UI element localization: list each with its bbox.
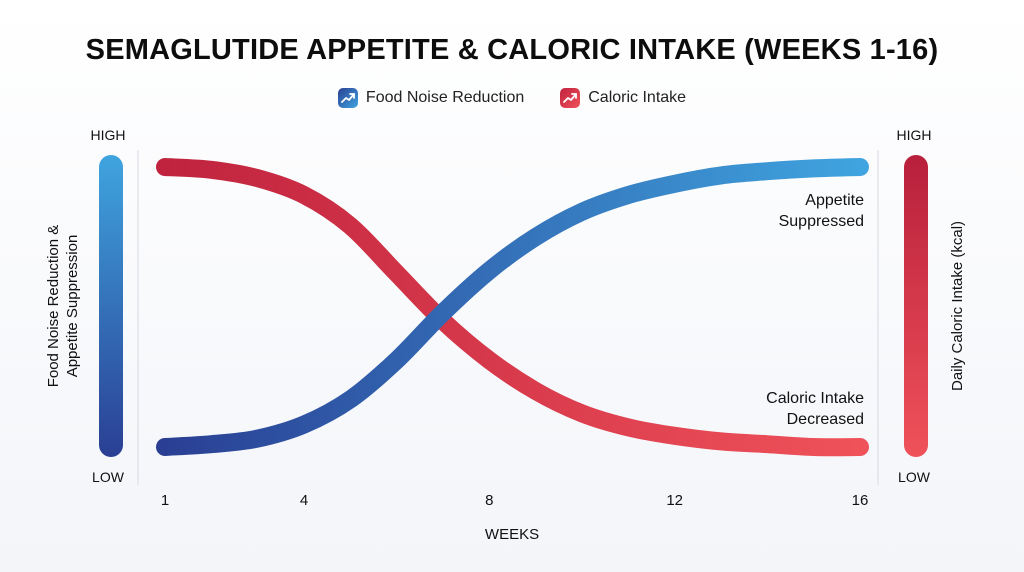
- annotation-caloric-line-1: Caloric Intake: [766, 390, 864, 407]
- annotation-appetite-line-1: Appetite: [805, 192, 864, 209]
- left-scale-bar: [99, 155, 123, 457]
- x-tick-label: 8: [485, 492, 493, 509]
- x-tick-label: 1: [161, 492, 169, 509]
- legend-label-caloric-intake: Caloric Intake: [588, 89, 687, 106]
- x-tick-labels: 1 4 8 12 16: [161, 492, 869, 509]
- right-high-label: HIGH: [897, 127, 932, 143]
- right-low-label: LOW: [898, 469, 931, 485]
- right-ylabel: Daily Caloric Intake (kcal): [949, 221, 966, 391]
- legend-item-food-noise: Food Noise Reduction: [337, 88, 525, 108]
- left-ylabel-line-2: Appetite Suppression: [64, 235, 81, 378]
- left-low-label: LOW: [92, 469, 125, 485]
- left-ylabel-line-1: Food Noise Reduction &: [45, 225, 62, 388]
- trend-up-icon: [560, 88, 581, 108]
- legend: Food Noise Reduction Caloric Intake: [0, 88, 1024, 108]
- annotation-appetite-line-2: Suppressed: [779, 213, 864, 230]
- legend-item-caloric-intake: Caloric Intake: [560, 88, 686, 108]
- x-axis-label: WEEKS: [485, 526, 539, 543]
- left-high-label: HIGH: [91, 127, 126, 143]
- legend-label-food-noise: Food Noise Reduction: [365, 89, 525, 106]
- series-line-caloric-intake: [156, 158, 869, 457]
- annotation-caloric-line-2: Decreased: [787, 411, 864, 428]
- x-tick-label: 16: [852, 492, 869, 509]
- series-line-food-noise: [156, 158, 869, 456]
- trend-up-icon: [337, 88, 358, 108]
- x-tick-label: 4: [300, 492, 308, 509]
- x-tick-label: 12: [666, 492, 683, 509]
- chart-title: SEMAGLUTIDE APPETITE & CALORIC INTAKE (W…: [85, 34, 939, 66]
- right-scale-bar: [904, 155, 928, 457]
